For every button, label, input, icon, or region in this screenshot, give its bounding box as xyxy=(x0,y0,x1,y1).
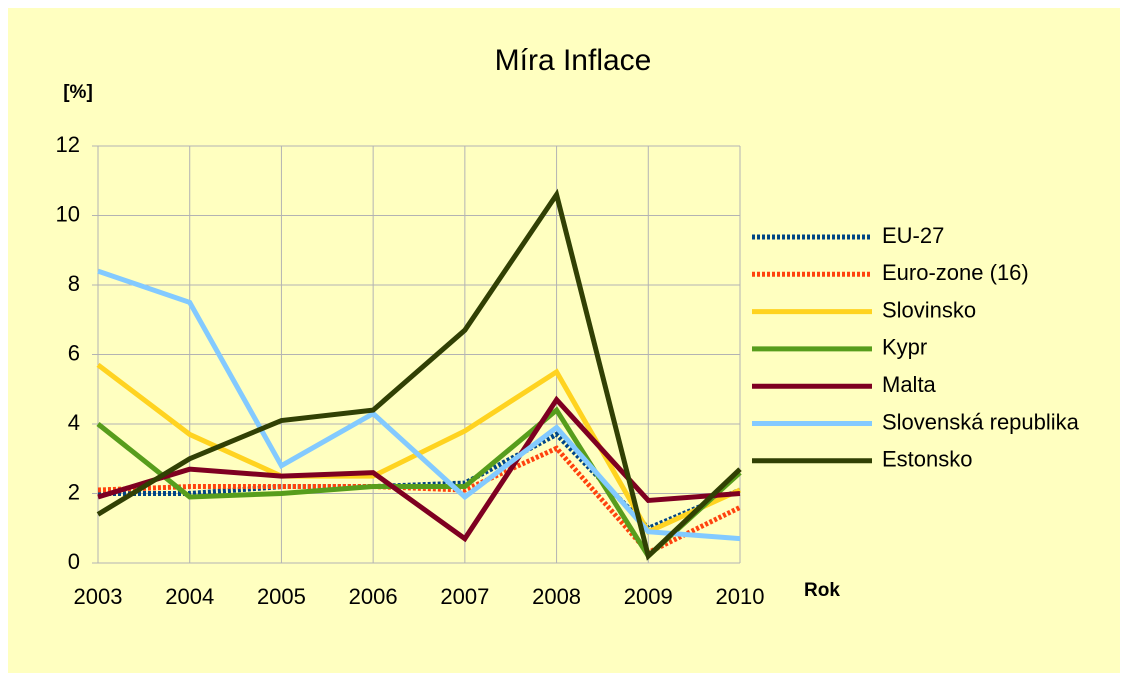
y-tick-label: 2 xyxy=(68,479,80,504)
y-tick-label: 8 xyxy=(68,271,80,296)
legend-label: Slovenská republika xyxy=(882,409,1080,434)
legend-label: Euro-zone (16) xyxy=(882,260,1029,285)
y-tick-label: 12 xyxy=(56,132,80,157)
series-line xyxy=(97,268,741,542)
x-tick-label: 2004 xyxy=(165,584,214,609)
x-tick-label: 2010 xyxy=(716,584,765,609)
legend-label: EU-27 xyxy=(882,223,944,248)
y-tick-label: 10 xyxy=(56,201,80,226)
legend-label: Slovinsko xyxy=(882,297,976,322)
legend-label: Malta xyxy=(882,372,937,397)
y-tick-label: 4 xyxy=(68,410,80,435)
y-axis-label: [%] xyxy=(63,82,93,103)
y-tick-label: 6 xyxy=(68,340,80,365)
x-axis-label: Rok xyxy=(804,580,840,601)
x-tick-label: 2005 xyxy=(257,584,306,609)
series-line xyxy=(97,395,741,543)
x-tick-label: 2008 xyxy=(532,584,581,609)
x-tick-label: 2003 xyxy=(74,584,123,609)
x-tick-label: 2007 xyxy=(440,584,489,609)
legend-label: Estonsko xyxy=(882,447,973,472)
x-tick-label: 2009 xyxy=(624,584,673,609)
series-line xyxy=(96,406,742,560)
chart-title: Míra Inflace xyxy=(495,44,652,77)
y-tick-label: 0 xyxy=(68,549,80,574)
x-tick-label: 2006 xyxy=(349,584,398,609)
chart-background xyxy=(8,8,1120,673)
series-line xyxy=(96,188,742,561)
legend-label: Kypr xyxy=(882,335,927,360)
